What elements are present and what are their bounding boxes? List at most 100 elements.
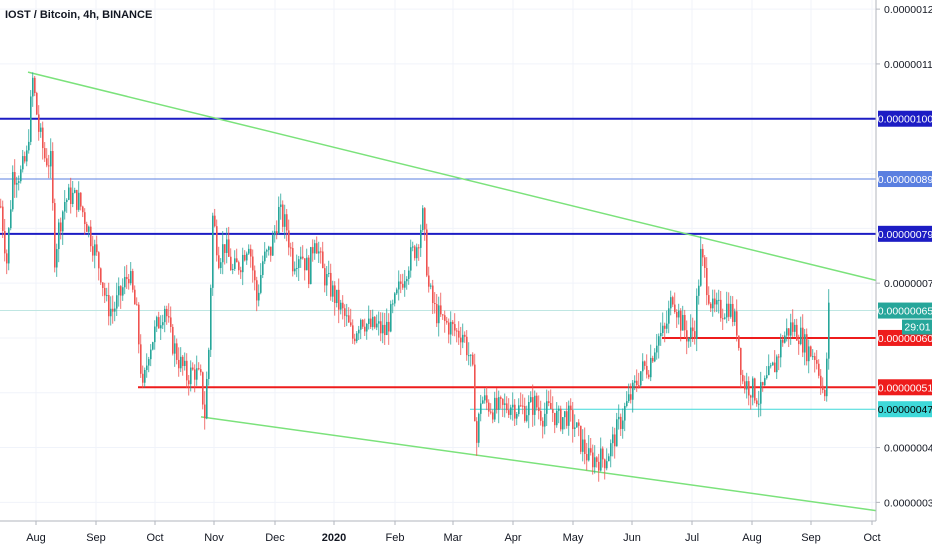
x-tick-label: Aug <box>742 532 762 544</box>
candle-body <box>460 337 462 343</box>
candle-body <box>532 397 534 415</box>
candle-body <box>588 448 590 461</box>
level-label: 0.00000051 <box>878 382 932 394</box>
candle-body <box>100 268 102 283</box>
x-tick-label: Oct <box>863 532 880 544</box>
candle-body <box>404 281 406 288</box>
candle-body <box>662 325 664 334</box>
x-tick-label: Jun <box>623 532 641 544</box>
trendline-lower <box>200 416 877 512</box>
candle-body <box>556 410 558 426</box>
candle-body <box>744 381 746 390</box>
candle-body <box>118 286 120 296</box>
candle-body <box>592 452 594 468</box>
candle-body <box>574 427 576 430</box>
candle-body <box>778 356 780 358</box>
level-label-box <box>878 225 932 242</box>
candle-body <box>124 276 126 288</box>
candle-body <box>116 295 118 309</box>
candle-body <box>622 420 624 429</box>
x-tick-label: Sep <box>801 532 821 544</box>
candle-body <box>470 354 472 356</box>
candle-body <box>640 371 642 386</box>
candle-body <box>590 448 592 453</box>
candle-body <box>414 246 416 259</box>
candle-body <box>242 254 244 273</box>
candle-body <box>292 248 294 272</box>
level-label-box <box>878 379 932 396</box>
candle-body <box>716 300 718 305</box>
candle-body <box>620 416 622 429</box>
candle-body <box>344 308 346 316</box>
candle-body <box>416 247 418 259</box>
candle-body <box>160 325 162 329</box>
candle-body <box>162 322 164 326</box>
candle-body <box>750 395 752 398</box>
candle-body <box>168 316 170 318</box>
candle-body <box>282 204 284 227</box>
candle-body <box>74 190 76 193</box>
candle-body <box>90 226 92 247</box>
candle-body <box>528 401 530 416</box>
candle-body <box>336 289 338 304</box>
level-label-box <box>878 401 932 418</box>
candle-body <box>360 319 362 330</box>
candle-body <box>52 151 54 204</box>
candle-body <box>722 318 724 320</box>
candle-body <box>764 378 766 386</box>
candle-body <box>776 356 778 373</box>
candle-body <box>72 192 74 204</box>
candle-body <box>628 394 630 402</box>
candle-body <box>224 244 226 253</box>
candle-body <box>682 314 684 331</box>
candle-body <box>572 410 574 430</box>
candle-body <box>406 278 408 282</box>
candle-body <box>196 368 198 380</box>
candle-body <box>492 412 494 420</box>
candle-body <box>310 247 312 285</box>
candle-body <box>214 215 216 227</box>
candle-body <box>170 317 172 327</box>
candle-body <box>396 289 398 294</box>
candle-body <box>228 239 230 257</box>
candle-body <box>584 439 586 455</box>
candle-body <box>192 367 194 370</box>
candle-body <box>54 203 56 268</box>
candle-body <box>446 320 448 323</box>
candle-body <box>108 295 110 317</box>
grid-lines <box>0 0 876 521</box>
candle-body <box>672 297 674 305</box>
candle-body <box>618 416 620 420</box>
candle-body <box>382 324 384 334</box>
candle-body <box>86 224 88 232</box>
candle-body <box>418 247 420 249</box>
candle-body <box>600 448 602 471</box>
candle-body <box>756 400 758 405</box>
candle-body <box>828 302 830 359</box>
candle-body <box>368 318 370 324</box>
candle-body <box>320 251 322 253</box>
candle-body <box>488 402 490 412</box>
candle-body <box>536 395 538 408</box>
candle-body <box>296 267 298 269</box>
candle-body <box>456 330 458 332</box>
candle-body <box>794 324 796 332</box>
candle-body <box>646 365 648 375</box>
countdown-label: 29:01 <box>904 322 930 334</box>
candle-body <box>586 454 588 461</box>
candle-body <box>502 398 504 405</box>
level-label: 0.00000047 <box>878 404 932 416</box>
candle-body <box>352 325 354 339</box>
candle-body <box>686 330 688 342</box>
candle-body <box>484 395 486 401</box>
candle-body <box>642 361 644 372</box>
candle-body <box>84 212 86 225</box>
candle-body <box>554 412 556 426</box>
candle-body <box>734 311 736 322</box>
candle-body <box>98 252 100 269</box>
